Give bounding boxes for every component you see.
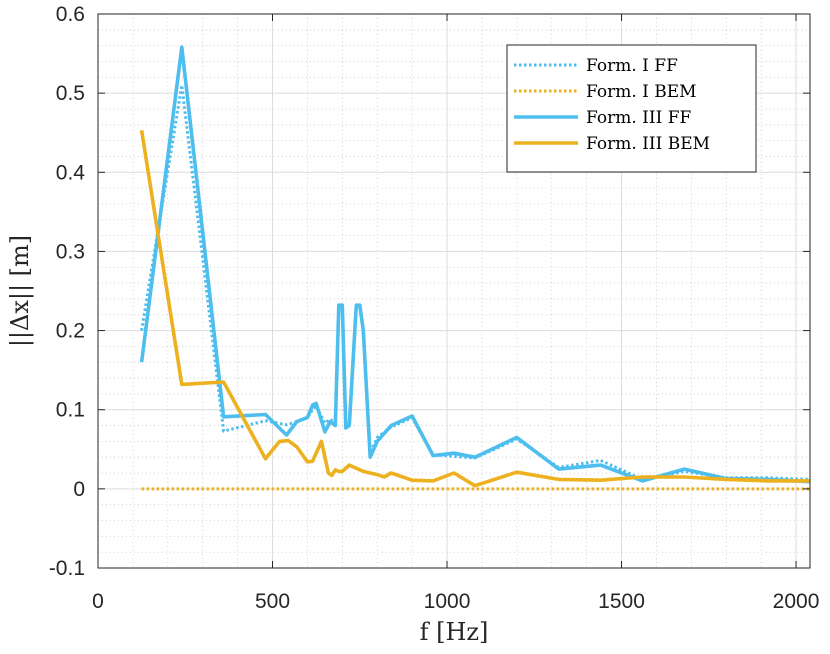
plot-frame (97, 13, 811, 569)
y-tick-label: 0.1 (56, 399, 85, 422)
x-axis-label: f [Hz] (420, 618, 489, 646)
y-axis-label: ||Δx|| [m] (6, 235, 35, 347)
legend-label: Form. III FF (586, 108, 692, 128)
y-tick-label: 0.3 (56, 240, 85, 263)
series-line-form-iii-ff (139, 45, 811, 484)
x-tick-label: 0 (92, 590, 104, 613)
y-tick-label: 0.6 (56, 3, 85, 26)
y-tick-label: -0.1 (49, 557, 85, 580)
legend: Form. I FF Form. I BEM Form. III FF Form. I… (506, 44, 757, 173)
y-tick-label: 0.4 (56, 161, 86, 184)
x-tick-label: 1500 (598, 590, 645, 613)
series-layer (139, 45, 811, 491)
legend-label: Form. I FF (586, 56, 678, 76)
y-tick-label: 0 (73, 478, 85, 501)
series-line-form-iii-bem (139, 130, 810, 488)
y-tick-label: 0.5 (56, 82, 85, 105)
legend-label: Form. III BEM (586, 134, 710, 154)
axis-ticks (97, 13, 810, 569)
legend-items: Form. I FF Form. I BEM Form. III FF Form. I… (514, 56, 710, 154)
tick-labels: 0 500 1000 1500 2000 -0.1 0 0.1 0.2 0.3 0.4 0.5 0.6 (49, 3, 820, 613)
legend-label: Form. I BEM (586, 82, 697, 102)
y-tick-label: 0.2 (56, 320, 85, 343)
x-tick-label: 500 (255, 590, 290, 613)
x-tick-label: 1000 (424, 590, 471, 613)
x-tick-label: 2000 (773, 590, 820, 613)
legend-box (506, 44, 757, 173)
